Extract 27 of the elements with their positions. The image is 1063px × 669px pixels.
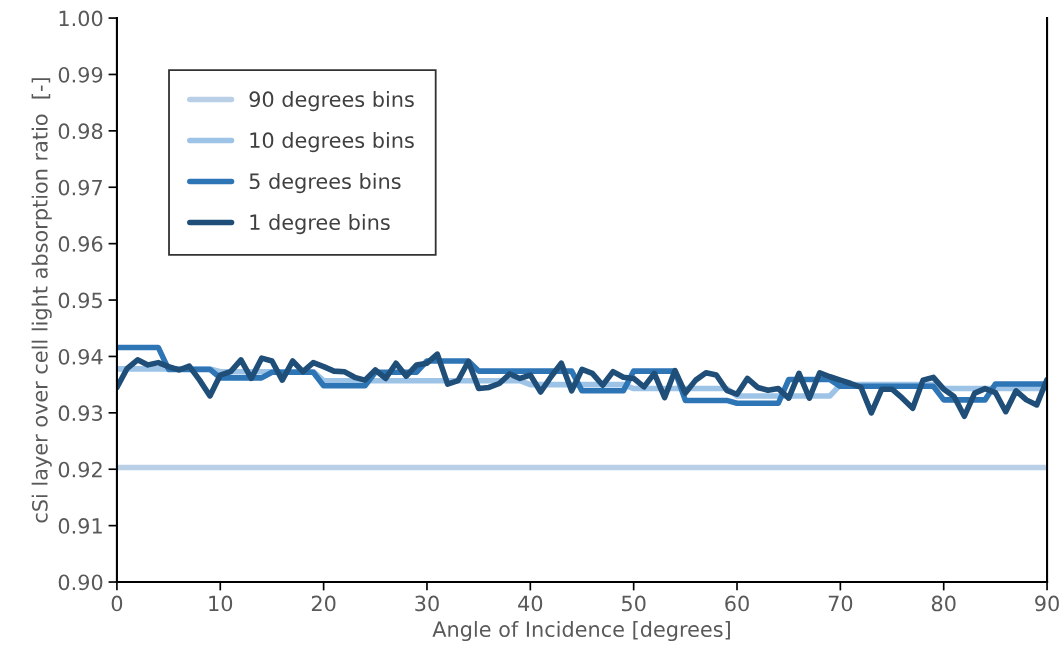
x-tick-label: 20 bbox=[311, 595, 336, 612]
y-tick-label: 0.93 bbox=[58, 405, 103, 422]
legend-label: 10 degrees bins bbox=[250, 131, 414, 153]
x-axis-title: Angle of Incidence [degrees] bbox=[432, 620, 730, 642]
x-tick-label: 30 bbox=[415, 595, 439, 612]
x-tick-label: 10 bbox=[209, 595, 233, 612]
y-tick-label: 0.97 bbox=[58, 179, 102, 196]
y-tick-label: 0.95 bbox=[58, 292, 102, 309]
y-tick-label: 0.92 bbox=[58, 461, 102, 478]
x-tick-label: 40 bbox=[518, 595, 543, 612]
y-tick-label: 0.99 bbox=[58, 66, 103, 83]
x-tick-label: 70 bbox=[828, 595, 853, 612]
legend-label: 90 degrees bins bbox=[249, 90, 414, 112]
y-tick-label: 0.91 bbox=[58, 518, 102, 534]
y-tick-label: 0.90 bbox=[58, 574, 103, 591]
y-axis-title: cSi layer over cell light absorption ratio [-] bbox=[31, 78, 52, 523]
legend-label: 1 degree bins bbox=[250, 213, 390, 235]
legend-label: 5 degrees bins bbox=[249, 172, 401, 194]
x-tick-label: 90 bbox=[1035, 595, 1059, 612]
x-tick-label: 0 bbox=[111, 595, 123, 612]
y-tick-label: 0.94 bbox=[58, 348, 103, 365]
x-tick-label: 50 bbox=[622, 595, 646, 612]
x-tick-label: 60 bbox=[725, 595, 749, 612]
y-tick-label: 0.98 bbox=[58, 123, 103, 140]
y-tick-label: 0.96 bbox=[58, 236, 103, 252]
x-tick-label: 80 bbox=[931, 595, 956, 612]
y-tick-label: 1.00 bbox=[59, 10, 103, 27]
